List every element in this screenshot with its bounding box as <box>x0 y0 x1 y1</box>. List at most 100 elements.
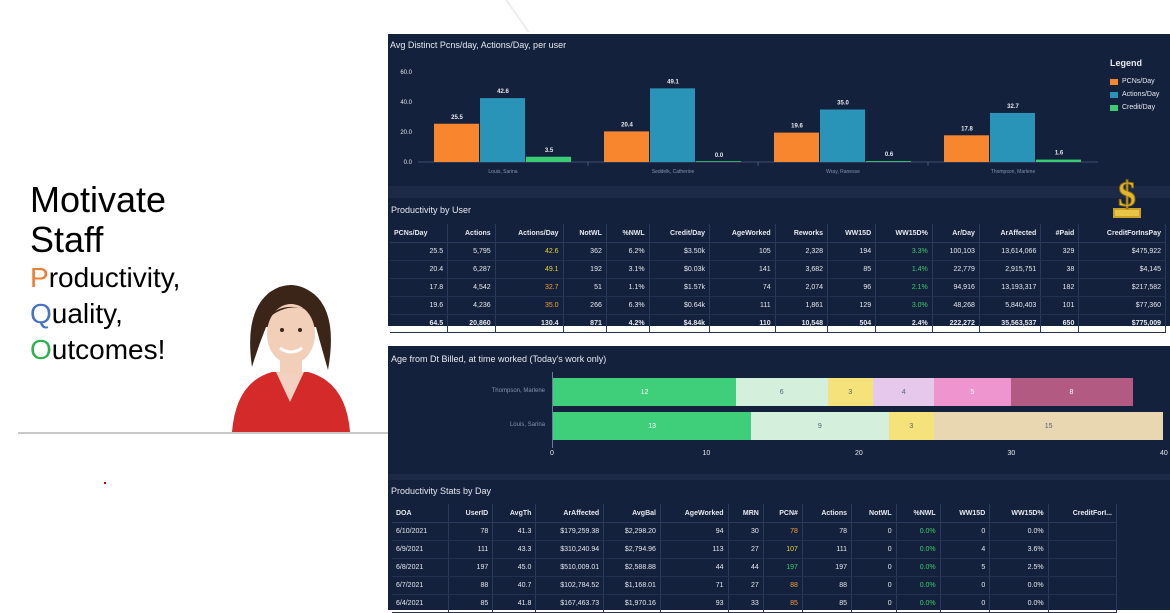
column-header[interactable]: #Paid <box>1040 224 1080 243</box>
stack-segment[interactable]: 4 <box>873 378 935 406</box>
bar-actions-day3[interactable] <box>990 112 1035 162</box>
stack-segment[interactable]: 3 <box>888 412 935 440</box>
data-label: 49.1 <box>667 79 679 85</box>
column-header[interactable]: PCN# <box>763 504 803 523</box>
column-header[interactable]: Actions <box>802 504 852 523</box>
stack-segment[interactable]: 6 <box>736 378 828 406</box>
column-header[interactable]: PCNs/Day <box>390 224 449 243</box>
bar-credit-day2[interactable] <box>866 161 911 162</box>
bar-pcns-day0[interactable] <box>434 123 479 162</box>
table-cell: 194 <box>827 242 877 261</box>
stack-segment[interactable]: 9 <box>751 412 889 440</box>
column-header[interactable]: Actions <box>447 224 496 243</box>
table-row[interactable]: 6/9/2021 111 43.3 $310,240.94 $2,794.96 113 27… <box>392 540 1118 559</box>
column-header[interactable]: WW15D <box>940 504 991 523</box>
table-cell: 100,103 <box>932 242 980 261</box>
stack-segment[interactable]: 15 <box>934 412 1163 440</box>
bar-pcns-day3[interactable] <box>944 135 989 162</box>
column-header[interactable]: CreditForI... <box>1048 504 1118 523</box>
table-row[interactable]: 25.5 5,795 42.6 362 6.2% $3.50k 105 2,328 194 3.3… <box>390 242 1166 261</box>
table-cell: 5,795 <box>447 242 496 261</box>
column-header[interactable]: Ar/Day <box>932 224 980 243</box>
table-cell: 0 <box>940 522 991 541</box>
table-cell: 362 <box>563 242 607 261</box>
column-header[interactable]: DOA <box>392 504 449 523</box>
column-header[interactable]: WW15D <box>827 224 877 243</box>
table-cell: 329 <box>1040 242 1080 261</box>
column-header[interactable]: WW15D% <box>875 224 933 243</box>
table-row[interactable]: 17.8 4,542 32.7 51 1.1% $1.57k 74 2,074 96 2.1% 94… <box>390 278 1166 297</box>
column-header[interactable]: AvgBal <box>603 504 661 523</box>
table-cell: 0.0% <box>896 558 941 577</box>
svg-text:$: $ <box>1118 174 1136 214</box>
column-header[interactable]: UserID <box>448 504 494 523</box>
table-row[interactable]: 20.4 6,287 49.1 192 3.1% $0.03k 141 3,682 85 1.4%… <box>390 260 1166 279</box>
table-cell: $0.64k <box>649 296 711 315</box>
stack-segment[interactable]: 13 <box>553 412 752 440</box>
table-cell: 3,682 <box>775 260 829 279</box>
table-cell <box>1048 540 1118 559</box>
column-header[interactable]: AgeWorked <box>709 224 776 243</box>
table-cell: 1,861 <box>775 296 829 315</box>
table-cell: 88 <box>448 576 494 595</box>
staff-photo <box>222 272 358 432</box>
column-header[interactable]: Credit/Day <box>649 224 711 243</box>
bar-credit-day0[interactable] <box>526 156 571 162</box>
bar-pcns-day1[interactable] <box>604 131 649 162</box>
table-cell: 0.0% <box>989 522 1049 541</box>
table-cell: 0.0% <box>989 576 1049 595</box>
table-cell: 71 <box>660 576 729 595</box>
table-row[interactable]: 19.6 4,236 35.0 266 6.3% $0.64k 111 1,861 129 3.0… <box>390 296 1166 315</box>
table-cell: 3.3% <box>875 242 933 261</box>
table-cell: 40.7 <box>492 576 537 595</box>
chart2-title: Age from Dt Billed, at time worked (Toda… <box>391 354 607 364</box>
stack-segment[interactable]: 3 <box>827 378 874 406</box>
table-cell: 6.2% <box>606 242 650 261</box>
table-cell: 48,268 <box>932 296 980 315</box>
bar-credit-day3[interactable] <box>1036 159 1081 162</box>
bar-pcns-day2[interactable] <box>774 132 819 162</box>
bar-credit-day1[interactable] <box>696 161 741 162</box>
column-header[interactable]: WW15D% <box>989 504 1049 523</box>
column-header[interactable]: Actions/Day <box>495 224 564 243</box>
stack-segment[interactable]: 5 <box>934 378 1011 406</box>
column-header[interactable]: MRN <box>728 504 764 523</box>
table-cell: 2,328 <box>775 242 829 261</box>
column-header[interactable]: AvgTh <box>492 504 537 523</box>
bar-actions-day0[interactable] <box>480 98 525 162</box>
column-header[interactable]: NotWL <box>563 224 607 243</box>
table-row[interactable]: 6/7/2021 88 40.7 $102,784.52 $1,168.01 71 27 88… <box>392 576 1118 595</box>
table-cell: $1,168.01 <box>603 576 661 595</box>
column-header[interactable]: ArAffected <box>979 224 1042 243</box>
table-cell: 45.0 <box>492 558 537 577</box>
total-cell: 4.2% <box>606 314 650 333</box>
stack-segment[interactable]: 12 <box>553 378 736 406</box>
legend-item-pcns[interactable]: PCNs/Day <box>1110 78 1159 85</box>
table-cell: 111 <box>448 540 494 559</box>
legend-item-credit[interactable]: Credit/Day <box>1110 104 1159 111</box>
table-cell: $77,360 <box>1078 296 1166 315</box>
column-header[interactable]: %NWL <box>606 224 650 243</box>
table-row[interactable]: 6/8/2021 197 45.0 $510,009.01 $2,588.88 44 44 1… <box>392 558 1118 577</box>
total-cell: 130.4 <box>495 314 564 333</box>
legend-item-actions[interactable]: Actions/Day <box>1110 91 1159 98</box>
table-cell: 0 <box>851 522 897 541</box>
column-header[interactable]: NotWL <box>851 504 897 523</box>
category-label: Wray, Ranesse <box>826 169 860 175</box>
x-tick-label: 0 <box>550 450 554 457</box>
column-header[interactable]: CreditForInsPay <box>1078 224 1166 243</box>
table-cell: 13,193,317 <box>979 278 1042 297</box>
table-row[interactable]: 6/10/2021 78 41.3 $179,259.38 $2,298.20 94 30 7… <box>392 522 1118 541</box>
scroll-band-2 <box>388 474 1170 480</box>
table-cell: 41.3 <box>492 522 537 541</box>
table-row[interactable]: 6/4/2021 85 41.8 $167,463.73 $1,970.16 93 33 85… <box>392 594 1118 613</box>
bar-actions-day1[interactable] <box>650 88 695 162</box>
column-header[interactable]: %NWL <box>896 504 941 523</box>
category-label: Louis, Sarina <box>488 169 517 175</box>
stack-segment[interactable]: 8 <box>1010 378 1133 406</box>
table-cell: 111 <box>802 540 852 559</box>
column-header[interactable]: Reworks <box>775 224 829 243</box>
bar-actions-day2[interactable] <box>820 109 865 163</box>
column-header[interactable]: AgeWorked <box>660 504 729 523</box>
column-header[interactable]: ArAffected <box>535 504 605 523</box>
